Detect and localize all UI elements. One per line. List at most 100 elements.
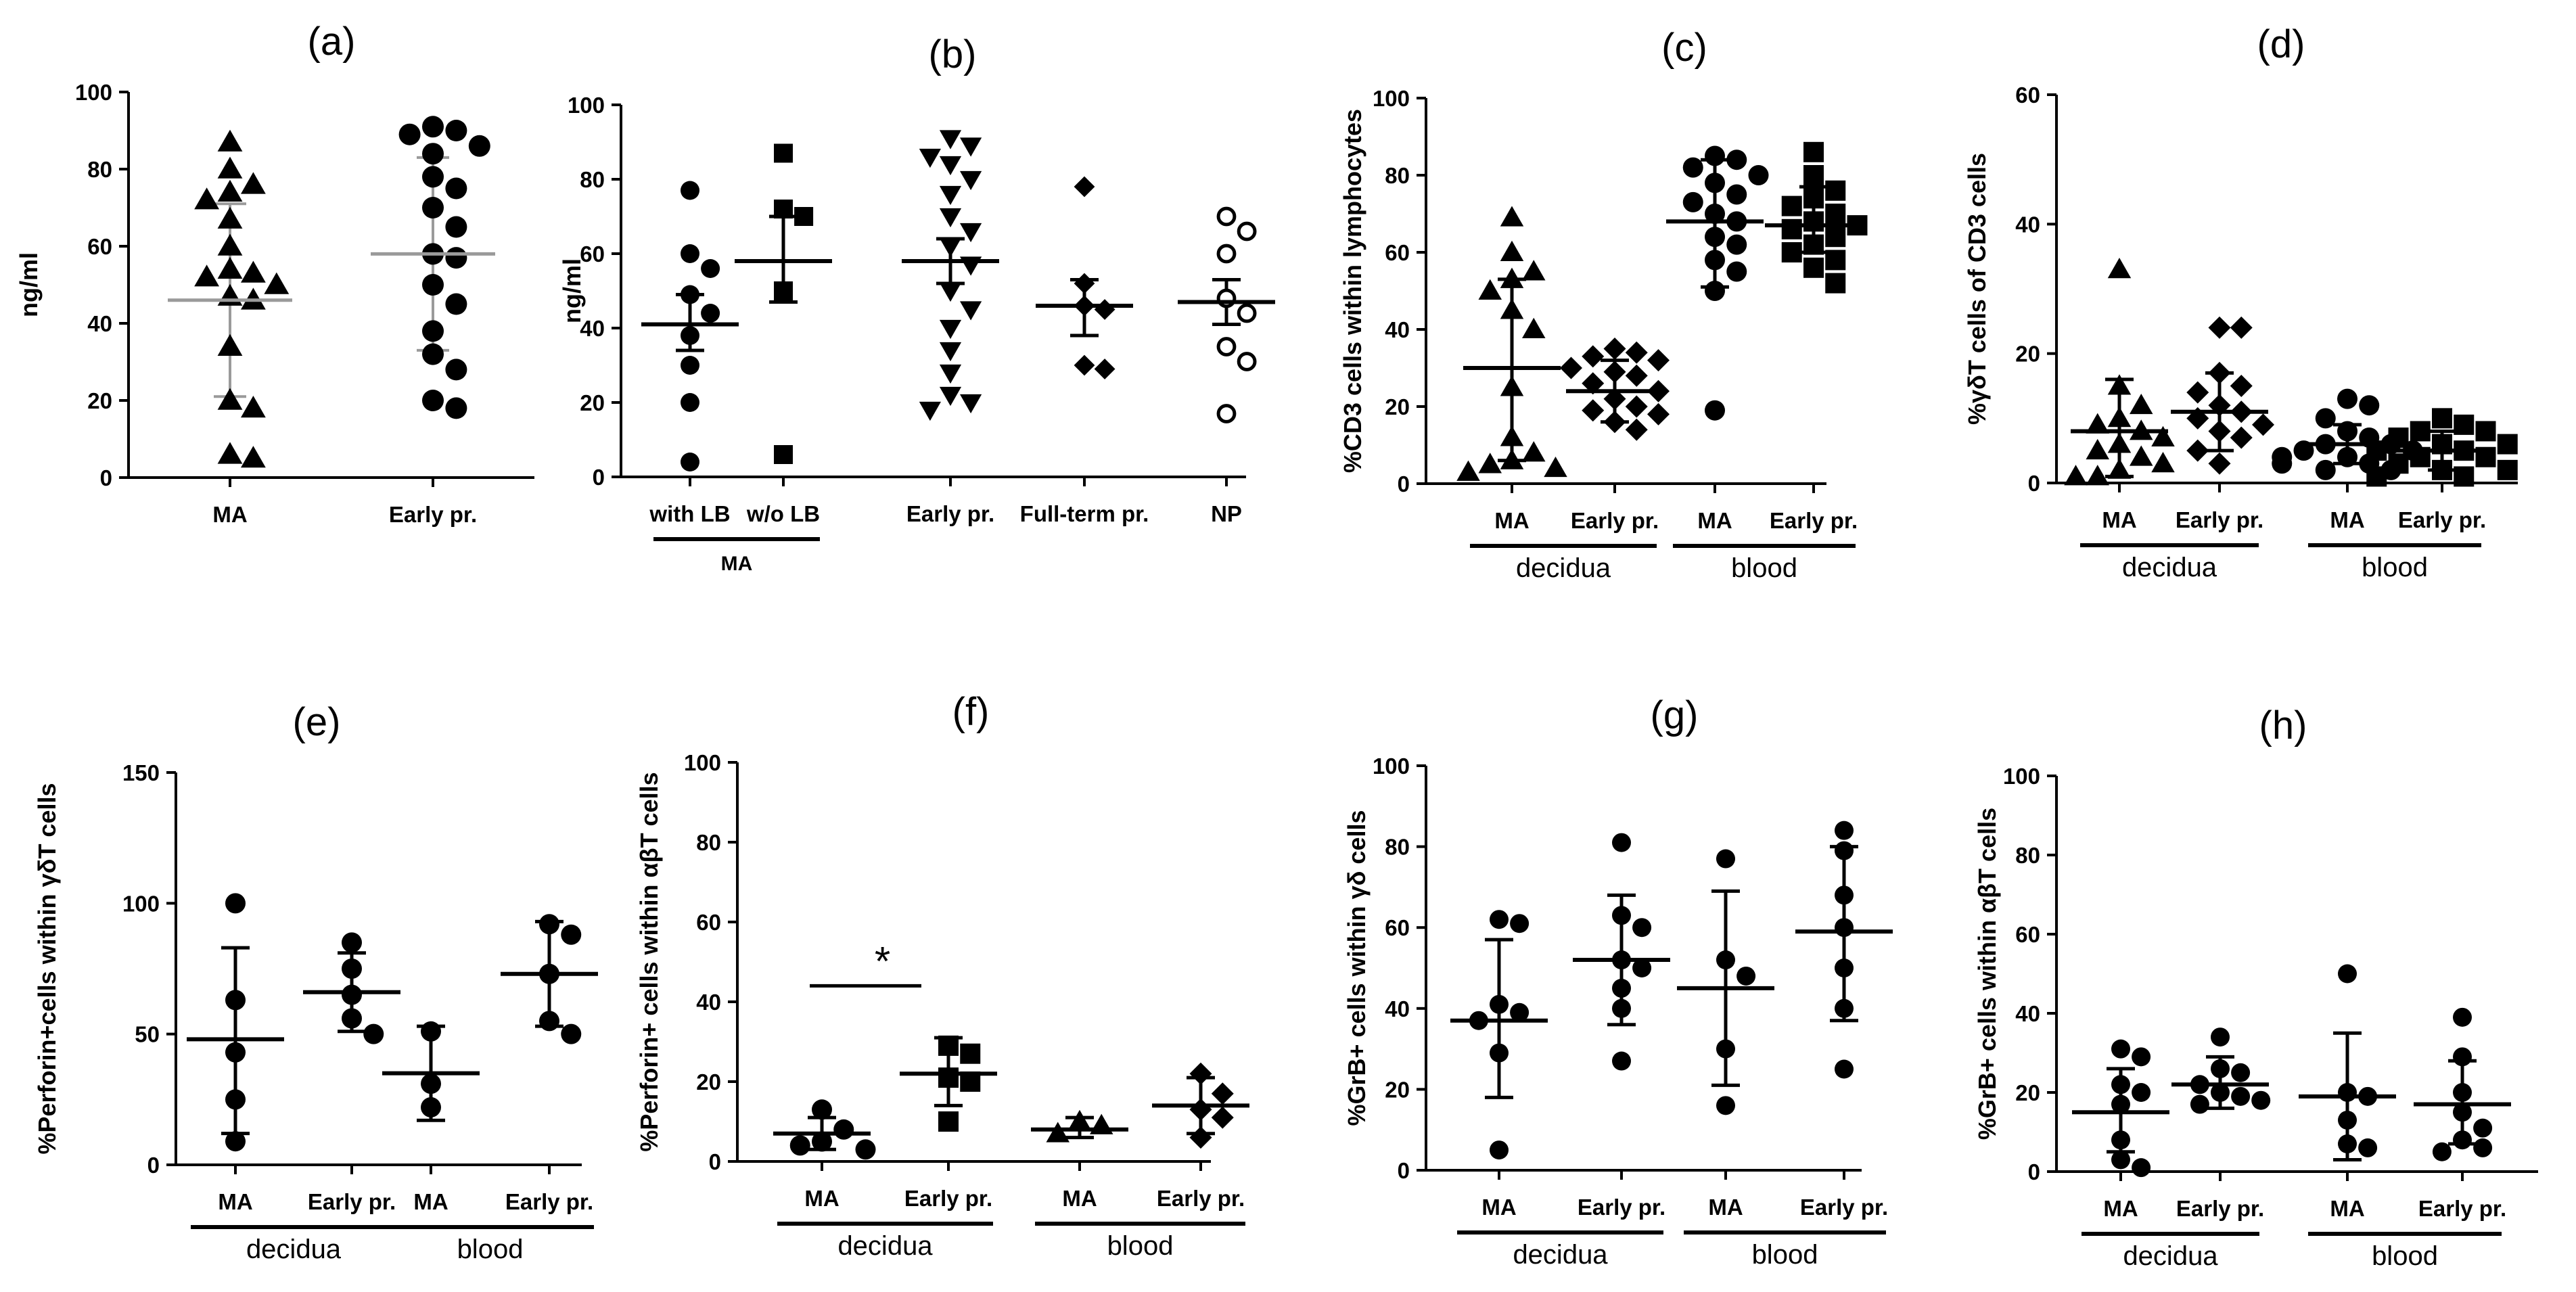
data-point xyxy=(1803,188,1824,209)
y-tick-label: 40 xyxy=(696,990,721,1015)
x-category-label: w/o LB xyxy=(746,501,820,526)
data-point xyxy=(2130,445,2153,466)
series-4 xyxy=(1036,176,1133,379)
data-point xyxy=(2130,393,2153,415)
data-point xyxy=(2388,428,2409,448)
series-4 xyxy=(1795,821,1893,1079)
panel-title: (g) xyxy=(1651,693,1699,737)
data-point xyxy=(1490,1140,1509,1160)
group-label: blood xyxy=(2372,1241,2438,1271)
data-point xyxy=(2111,1130,2130,1150)
data-point xyxy=(194,264,219,287)
panel-title: (a) xyxy=(308,20,356,64)
series-2 xyxy=(303,932,400,1044)
data-point xyxy=(1074,273,1095,294)
data-point xyxy=(2432,408,2452,429)
data-point xyxy=(1835,918,1854,938)
x-category-label: Early pr. xyxy=(904,1186,992,1211)
y-tick-label: 40 xyxy=(1385,996,1410,1021)
series-4 xyxy=(1765,141,1868,294)
data-point xyxy=(1705,400,1725,421)
data-point xyxy=(1216,206,1237,227)
data-point xyxy=(241,260,266,283)
data-point xyxy=(1705,227,1725,248)
panel-a: (a) ng/ml 0 20 40 60 80 100 MA Early pr. xyxy=(15,20,534,527)
data-point xyxy=(1736,966,1756,986)
data-point xyxy=(2190,1094,2209,1114)
data-point xyxy=(2230,426,2253,449)
y-axis-label: %Perforin+cells within γδT cells xyxy=(33,783,61,1154)
data-point xyxy=(2186,381,2209,404)
data-point xyxy=(1835,841,1854,860)
data-point xyxy=(422,166,444,188)
data-point xyxy=(1835,885,1854,905)
data-point xyxy=(1612,1051,1631,1071)
x-category-label: Early pr. xyxy=(1578,1195,1665,1220)
data-point xyxy=(1237,221,1257,241)
data-point xyxy=(225,990,246,1011)
data-point xyxy=(774,445,793,464)
data-point xyxy=(217,156,243,179)
data-point xyxy=(1500,448,1524,469)
x-category-label: MA xyxy=(2103,1196,2138,1221)
data-point xyxy=(1825,227,1846,248)
data-point xyxy=(1500,267,1524,288)
data-point xyxy=(939,185,962,206)
data-point xyxy=(539,914,559,935)
data-point xyxy=(939,208,962,228)
y-tick-label: 80 xyxy=(87,157,112,182)
data-point xyxy=(264,272,290,294)
group-label: decidua xyxy=(2122,553,2217,582)
data-point xyxy=(2388,453,2409,474)
data-point xyxy=(2410,421,2431,442)
group-label: decidua xyxy=(2123,1241,2218,1271)
data-point xyxy=(1189,1062,1212,1085)
x-category-label: MA xyxy=(804,1186,839,1211)
data-point xyxy=(1500,240,1524,261)
data-point xyxy=(1803,165,1824,185)
data-point xyxy=(2111,1150,2130,1170)
data-point xyxy=(1726,234,1747,255)
data-point xyxy=(1500,425,1524,446)
y-tick-label: 80 xyxy=(580,167,605,192)
y-tick-label: 50 xyxy=(135,1022,160,1047)
data-point xyxy=(422,320,444,342)
y-tick-label: 0 xyxy=(1398,471,1410,497)
y-tick-label: 20 xyxy=(2015,1080,2040,1105)
data-point xyxy=(2473,1138,2493,1157)
data-point xyxy=(2453,1083,2472,1102)
panel-c: (c) %CD3 cells within lymphocytes 0 20 40 60 8… xyxy=(1339,26,1868,583)
series-2 xyxy=(735,143,832,464)
x-category-label: MA xyxy=(413,1189,448,1214)
data-point xyxy=(2107,407,2132,428)
data-point xyxy=(2132,1083,2151,1102)
data-point xyxy=(2337,388,2358,409)
data-point xyxy=(2132,1158,2151,1178)
series-5 xyxy=(1178,206,1275,423)
data-point xyxy=(1682,157,1703,178)
data-point xyxy=(217,179,243,202)
data-point xyxy=(939,156,962,176)
data-point xyxy=(225,1042,246,1063)
group-label: decidua xyxy=(837,1231,933,1261)
y-tick-label: 20 xyxy=(2015,342,2040,367)
data-point xyxy=(241,396,266,418)
data-point xyxy=(2208,316,2231,339)
data-point xyxy=(1647,349,1670,372)
y-tick-label: 20 xyxy=(696,1069,721,1094)
data-point xyxy=(1716,950,1735,970)
data-point xyxy=(1094,299,1116,320)
data-point xyxy=(1781,218,1802,239)
data-point xyxy=(1612,978,1631,998)
data-point xyxy=(217,442,243,464)
data-point xyxy=(1612,833,1631,852)
data-point xyxy=(2497,434,2518,455)
group-label: blood xyxy=(1731,553,1797,583)
data-point xyxy=(1726,261,1747,282)
data-point xyxy=(1716,1039,1735,1059)
data-point xyxy=(960,301,982,321)
data-point xyxy=(1625,341,1648,364)
data-point xyxy=(1544,456,1567,478)
data-point xyxy=(2454,466,2475,487)
data-point xyxy=(960,1043,981,1064)
